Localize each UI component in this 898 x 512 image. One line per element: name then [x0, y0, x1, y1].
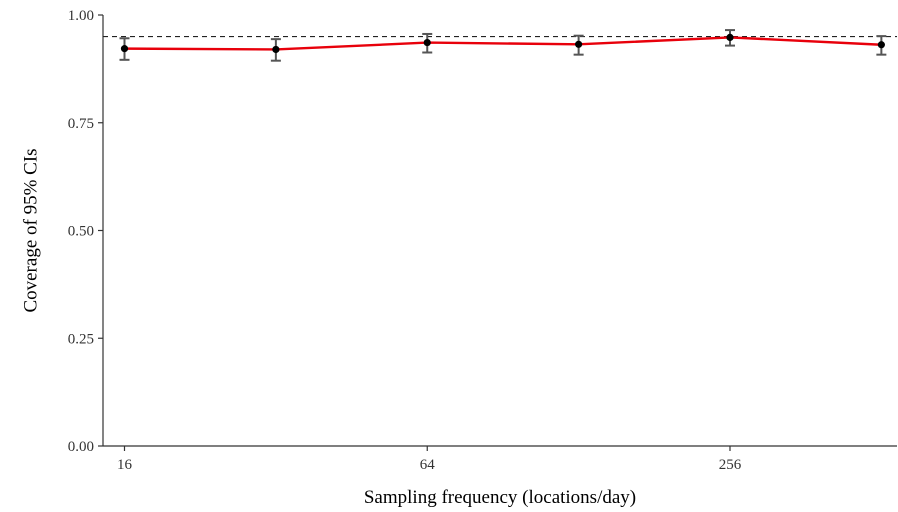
data-point [272, 45, 280, 54]
plot-area: 0.00 0.25 0.50 0.75 1.00 16 64 256 [68, 8, 897, 473]
x-tick-label: 256 [719, 457, 742, 473]
x-axis-title: Sampling frequency (locations/day) [364, 487, 636, 508]
data-point [423, 38, 431, 47]
series-line [124, 36, 882, 51]
data-point [120, 45, 129, 53]
x-tick-label: 64 [420, 457, 436, 473]
y-axis-ticks: 0.00 0.25 0.50 0.75 1.00 [68, 8, 103, 455]
y-tick-label: 0.75 [68, 116, 94, 132]
x-tick-label: 16 [117, 457, 133, 473]
y-tick-label: 0.25 [68, 331, 94, 347]
x-axis-ticks: 16 64 256 [117, 446, 742, 473]
error-bars [119, 29, 887, 62]
y-tick-label: 0.00 [68, 439, 94, 455]
y-axis-title: Coverage of 95% CIs [21, 148, 42, 312]
y-tick-label: 1.00 [68, 8, 94, 24]
data-point [575, 40, 583, 48]
data-points [120, 33, 885, 54]
data-point [726, 33, 734, 42]
y-tick-label: 0.50 [68, 224, 94, 240]
data-point [877, 41, 885, 49]
